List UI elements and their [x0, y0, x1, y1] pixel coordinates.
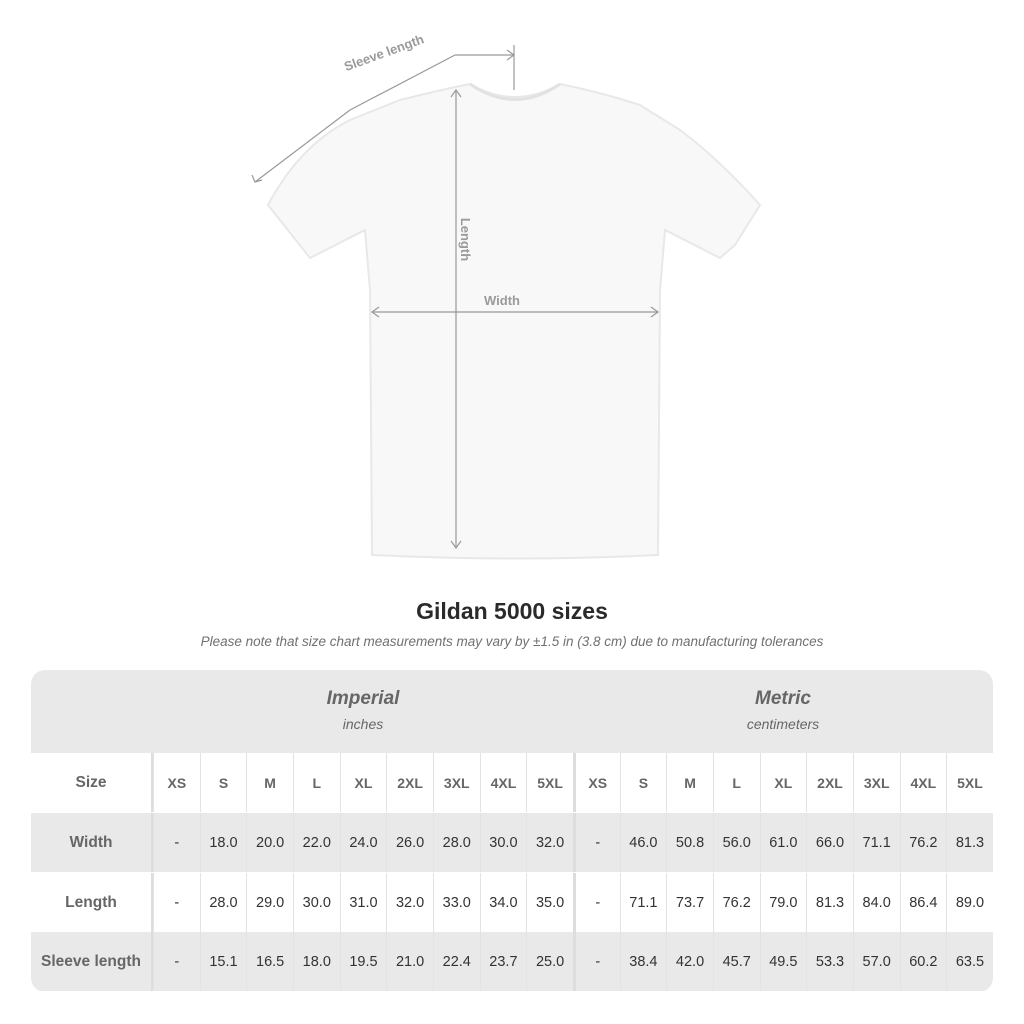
value-cell-metric: 84.0 — [852, 873, 900, 932]
value-cell-metric: 57.0 — [852, 932, 900, 991]
size-header-metric: S — [619, 753, 667, 812]
size-header-metric: 4XL — [899, 753, 947, 812]
value-cell-imperial: 35.0 — [526, 873, 573, 932]
value-cell-metric: 53.3 — [806, 932, 853, 991]
imperial-header: Imperial inches — [153, 670, 573, 753]
value-cell-imperial: 32.0 — [526, 813, 573, 872]
value-cell-imperial: 26.0 — [386, 813, 433, 872]
tshirt-body — [266, 82, 762, 560]
value-cell-imperial: 23.7 — [479, 932, 527, 991]
table-row: Length -28.0 29.0 30.0 31.0 32.0 33.0 34.0 35.0-… — [31, 873, 993, 932]
table-row: Width -18.0 20.0 22.0 24.0 26.0 28.0 30.0 32.0-4… — [31, 813, 993, 872]
value-cell-imperial: 28.0 — [199, 873, 247, 932]
size-header-metric: XL — [759, 753, 807, 812]
value-cell-imperial: 16.5 — [246, 932, 293, 991]
value-cell-imperial: 22.0 — [292, 813, 340, 872]
value-cell-imperial: 28.0 — [432, 813, 480, 872]
size-header-metric: L — [712, 753, 760, 812]
row-label: Length — [31, 873, 153, 932]
length-label: Length — [458, 217, 474, 262]
size-header-imperial: L — [292, 753, 340, 812]
value-cell-imperial: 29.0 — [246, 873, 293, 932]
value-cell-imperial: 19.5 — [339, 932, 387, 991]
size-header-imperial: M — [246, 753, 293, 812]
value-cell-metric: 76.2 — [899, 813, 947, 872]
metric-title: Metric — [755, 688, 811, 709]
metric-unit: centimeters — [746, 716, 820, 732]
collar — [469, 82, 561, 101]
size-table: Imperial inches Metric centimeters Size X… — [31, 670, 993, 992]
size-header-metric: 5XL — [946, 753, 993, 812]
size-header-imperial: 3XL — [432, 753, 480, 812]
value-cell-metric: 76.2 — [712, 873, 760, 932]
value-cell-imperial: 24.0 — [339, 813, 387, 872]
value-cell-imperial: 31.0 — [339, 873, 387, 932]
imperial-unit: inches — [342, 716, 384, 732]
row-label: Width — [31, 813, 153, 872]
value-cell-metric: 73.7 — [666, 873, 713, 932]
size-header-imperial: XL — [339, 753, 387, 812]
row-label: Sleeve length — [31, 932, 153, 991]
value-cell-imperial: - — [153, 813, 200, 872]
value-cell-metric: 46.0 — [619, 813, 667, 872]
value-cell-metric: - — [572, 813, 620, 872]
value-cell-metric: 81.3 — [946, 813, 993, 872]
size-header-metric: 3XL — [852, 753, 900, 812]
value-cell-metric: - — [572, 873, 620, 932]
tshirt-diagram — [251, 45, 762, 560]
value-cell-metric: 38.4 — [619, 932, 667, 991]
metric-header: Metric centimeters — [573, 670, 993, 753]
row-label: Size — [31, 753, 153, 812]
value-cell-metric: 63.5 — [946, 932, 993, 991]
value-cell-imperial: 25.0 — [526, 932, 573, 991]
value-cell-imperial: 18.0 — [199, 813, 247, 872]
page-title: Gildan 5000 sizes — [416, 598, 608, 624]
value-cell-imperial: 22.4 — [432, 932, 480, 991]
value-cell-metric: 66.0 — [806, 813, 853, 872]
unit-header-band — [31, 670, 993, 753]
value-cell-metric: 86.4 — [899, 873, 947, 932]
value-cell-metric: - — [572, 932, 620, 991]
value-cell-metric: 89.0 — [946, 873, 993, 932]
value-cell-imperial: 34.0 — [479, 873, 527, 932]
value-cell-metric: 71.1 — [852, 813, 900, 872]
value-cell-metric: 45.7 — [712, 932, 760, 991]
sleeve-line — [254, 109, 351, 183]
size-header-imperial: XS — [153, 753, 200, 812]
value-cell-imperial: 21.0 — [386, 932, 433, 991]
size-header-imperial: 4XL — [479, 753, 527, 812]
value-cell-imperial: 30.0 — [292, 873, 340, 932]
value-cell-imperial: 18.0 — [292, 932, 340, 991]
size-header-metric: XS — [572, 753, 620, 812]
tolerance-note: Please note that size chart measurements… — [200, 634, 824, 649]
size-header-imperial: 2XL — [386, 753, 433, 812]
value-cell-metric: 81.3 — [806, 873, 853, 932]
value-cell-imperial: 33.0 — [432, 873, 480, 932]
value-cell-metric: 60.2 — [899, 932, 947, 991]
size-header-imperial: 5XL — [526, 753, 573, 812]
value-cell-imperial: 32.0 — [386, 873, 433, 932]
value-cell-metric: 61.0 — [759, 813, 807, 872]
value-cell-imperial: 20.0 — [246, 813, 293, 872]
size-header-metric: 2XL — [806, 753, 853, 812]
table-row: Sleeve length -15.1 16.5 18.0 19.5 21.0 22.4 23… — [31, 932, 993, 991]
value-cell-metric: 49.5 — [759, 932, 807, 991]
value-cell-metric: 50.8 — [666, 813, 713, 872]
value-cell-metric: 42.0 — [666, 932, 713, 991]
value-cell-metric: 56.0 — [712, 813, 760, 872]
value-cell-metric: 71.1 — [619, 873, 667, 932]
value-cell-imperial: 15.1 — [199, 932, 247, 991]
size-header-metric: M — [666, 753, 713, 812]
value-cell-imperial: 30.0 — [479, 813, 527, 872]
size-header-imperial: S — [199, 753, 247, 812]
size-header-row: Size XS S M L XL 2XL 3XL 4XL 5XL XS S M L XL 2XL 3XL 4XL 5… — [31, 753, 993, 812]
imperial-title: Imperial — [326, 688, 400, 709]
value-cell-metric: 79.0 — [759, 873, 807, 932]
width-label: Width — [484, 293, 520, 308]
value-cell-imperial: - — [153, 873, 200, 932]
value-cell-imperial: - — [153, 932, 200, 991]
